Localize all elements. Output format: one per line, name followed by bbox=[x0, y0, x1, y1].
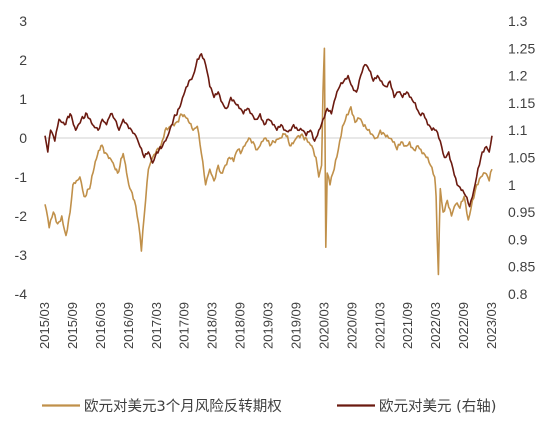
x-tick-label: 2018/03 bbox=[205, 302, 220, 349]
right-y-tick-label: 0.95 bbox=[508, 204, 535, 220]
series-line-risk-reversal bbox=[44, 47, 493, 276]
left-y-tick-label: -3 bbox=[15, 247, 28, 263]
right-y-tick-label: 1.2 bbox=[508, 68, 528, 84]
left-y-tick-label: -1 bbox=[15, 169, 28, 185]
x-tick-label: 2021/03 bbox=[372, 302, 387, 349]
left-y-tick-label: -4 bbox=[15, 286, 28, 302]
x-tick-label: 2019/09 bbox=[288, 302, 303, 349]
right-y-tick-label: 0.85 bbox=[508, 259, 535, 275]
x-tick-label: 2021/09 bbox=[400, 302, 415, 349]
x-tick-label: 2016/03 bbox=[93, 302, 108, 349]
legend-label-eurusd: 欧元对美元 (右轴) bbox=[379, 398, 496, 415]
x-axis: 2015/03 2015/09 2016/03 2016/09 2017/03 2017/… bbox=[37, 302, 499, 349]
right-y-tick-label: 1.3 bbox=[508, 13, 528, 29]
right-y-tick-label: 1.15 bbox=[508, 95, 535, 111]
right-y-tick-label: 1 bbox=[508, 177, 516, 193]
x-tick-label: 2017/03 bbox=[149, 302, 164, 349]
x-tick-label: 2019/03 bbox=[261, 302, 276, 349]
left-y-tick-label: 3 bbox=[19, 13, 27, 29]
left-y-tick-label: -2 bbox=[15, 208, 28, 224]
x-tick-label: 2023/03 bbox=[484, 302, 499, 349]
x-tick-label: 2016/09 bbox=[121, 302, 136, 349]
left-y-axis: 3 2 1 0 -1 -2 -3 -4 bbox=[15, 13, 28, 302]
right-y-tick-label: 0.8 bbox=[508, 286, 528, 302]
x-tick-label: 2022/09 bbox=[456, 302, 471, 349]
x-tick-label: 2020/03 bbox=[316, 302, 331, 349]
right-y-tick-label: 1.05 bbox=[508, 150, 535, 166]
series-line-eurusd bbox=[44, 53, 493, 208]
x-tick-label: 2022/03 bbox=[428, 302, 443, 349]
left-y-tick-label: 0 bbox=[19, 130, 27, 146]
x-tick-label: 2020/09 bbox=[344, 302, 359, 349]
legend-label-risk-reversal: 欧元对美元3个月风险反转期权 bbox=[84, 398, 282, 415]
x-tick-label: 2017/09 bbox=[177, 302, 192, 349]
legend: 欧元对美元3个月风险反转期权 欧元对美元 (右轴) bbox=[42, 398, 496, 415]
x-tick-label: 2018/09 bbox=[233, 302, 248, 349]
right-y-tick-label: 1.25 bbox=[508, 40, 535, 56]
right-y-tick-label: 0.9 bbox=[508, 231, 528, 247]
left-y-tick-label: 2 bbox=[19, 52, 27, 68]
x-tick-label: 2015/03 bbox=[37, 302, 52, 349]
left-y-tick-label: 1 bbox=[19, 91, 27, 107]
x-tick-label: 2015/09 bbox=[65, 302, 80, 349]
right-y-tick-label: 1.1 bbox=[508, 122, 528, 138]
right-y-axis: 1.3 1.25 1.2 1.15 1.1 1.05 1 0.95 0.9 0.85 0.8 bbox=[508, 13, 535, 302]
plot-area bbox=[44, 47, 493, 276]
